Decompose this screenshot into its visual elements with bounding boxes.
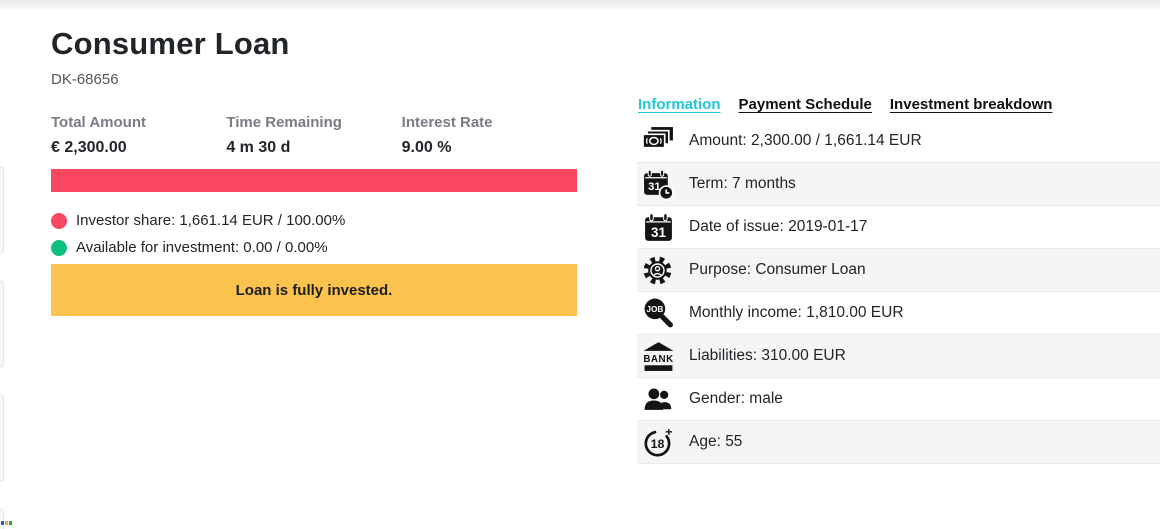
tab-information[interactable]: Information	[638, 96, 721, 113]
age-18-plus-icon: 18 +	[640, 425, 676, 459]
info-row-monthly-income: JOB Monthly income: 1,810.00 EUR	[637, 292, 1160, 335]
investor-share-fill	[51, 169, 577, 192]
svg-text:JOB: JOB	[646, 304, 663, 313]
page-title: Consumer Loan	[51, 26, 290, 61]
stat-time-remaining: Time Remaining 4 m 30 d	[226, 114, 401, 157]
stat-value: 9.00 %	[401, 139, 452, 156]
cutoff-card-edge	[0, 281, 4, 367]
cutoff-card-edge	[0, 509, 4, 529]
info-row-term: 31 Term: 7 months	[637, 163, 1160, 206]
top-shadow	[0, 0, 1160, 12]
info-row-age: 18 + Age: 55	[637, 421, 1160, 464]
info-text: Age: 55	[689, 433, 743, 450]
banner-text: Loan is fully invested.	[235, 281, 393, 299]
fully-invested-banner: Loan is fully invested.	[51, 264, 577, 316]
legend-available: Available for investment: 0.00 / 0.00%	[51, 234, 577, 261]
info-text: Term: 7 months	[689, 175, 796, 192]
info-text: Purpose: Consumer Loan	[689, 261, 866, 278]
legend-label: Available for investment: 0.00 / 0.00%	[76, 239, 328, 256]
calendar-clock-icon: 31	[640, 167, 676, 201]
money-icon	[640, 124, 676, 158]
svg-text:31: 31	[651, 224, 666, 239]
info-text: Monthly income: 1,810.00 EUR	[689, 304, 904, 321]
info-row-purpose: Purpose: Consumer Loan	[637, 249, 1160, 292]
red-dot-icon	[51, 212, 67, 229]
info-text: Liabilities: 310.00 EUR	[689, 347, 846, 364]
info-text: Date of issue: 2019-01-17	[689, 218, 868, 235]
green-dot-icon	[51, 239, 67, 256]
svg-text:BANK: BANK	[643, 354, 673, 365]
svg-text:31: 31	[648, 181, 661, 193]
job-search-icon: JOB	[640, 296, 676, 330]
legend-investor-share: Investor share: 1,661.14 EUR / 100.00%	[51, 207, 577, 234]
bank-icon: BANK	[640, 339, 676, 373]
tab-investment-breakdown[interactable]: Investment breakdown	[889, 96, 1053, 113]
people-icon	[640, 382, 676, 416]
progress-legend: Investor share: 1,661.14 EUR / 100.00% A…	[51, 207, 577, 261]
stat-total-amount: Total Amount € 2,300.00	[51, 114, 226, 157]
loan-stats: Total Amount € 2,300.00 Time Remaining 4…	[51, 114, 577, 157]
svg-text:18: 18	[650, 437, 664, 451]
loan-id: DK-68656	[51, 71, 119, 88]
gear-person-icon	[640, 253, 676, 287]
calendar-icon: 31	[640, 210, 676, 244]
stat-label: Total Amount	[51, 114, 146, 131]
info-row-date-of-issue: 31 Date of issue: 2019-01-17	[637, 206, 1160, 249]
detail-tabs: Information Payment Schedule Investment …	[638, 96, 1052, 113]
stat-label: Interest Rate	[401, 114, 493, 131]
stat-interest-rate: Interest Rate 9.00 %	[402, 114, 577, 157]
stat-label: Time Remaining	[226, 114, 342, 131]
investment-progress-bar	[51, 169, 577, 192]
stat-value: 4 m 30 d	[226, 139, 291, 156]
svg-text:+: +	[665, 426, 672, 439]
info-text: Gender: male	[689, 390, 783, 407]
tab-payment-schedule[interactable]: Payment Schedule	[738, 96, 872, 113]
tiny-pixel-artifact	[1, 521, 12, 525]
cutoff-card-edge	[0, 395, 4, 481]
info-row-liabilities: BANK Liabilities: 310.00 EUR	[637, 335, 1160, 378]
cutoff-card-edge	[0, 167, 4, 253]
info-row-gender: Gender: male	[637, 378, 1160, 421]
info-text: Amount: 2,300.00 / 1,661.14 EUR	[689, 132, 922, 149]
loan-info-list: Amount: 2,300.00 / 1,661.14 EUR 31 Term:…	[637, 120, 1160, 464]
info-row-amount: Amount: 2,300.00 / 1,661.14 EUR	[637, 120, 1160, 163]
stat-value: € 2,300.00	[51, 139, 127, 156]
legend-label: Investor share: 1,661.14 EUR / 100.00%	[76, 212, 346, 229]
